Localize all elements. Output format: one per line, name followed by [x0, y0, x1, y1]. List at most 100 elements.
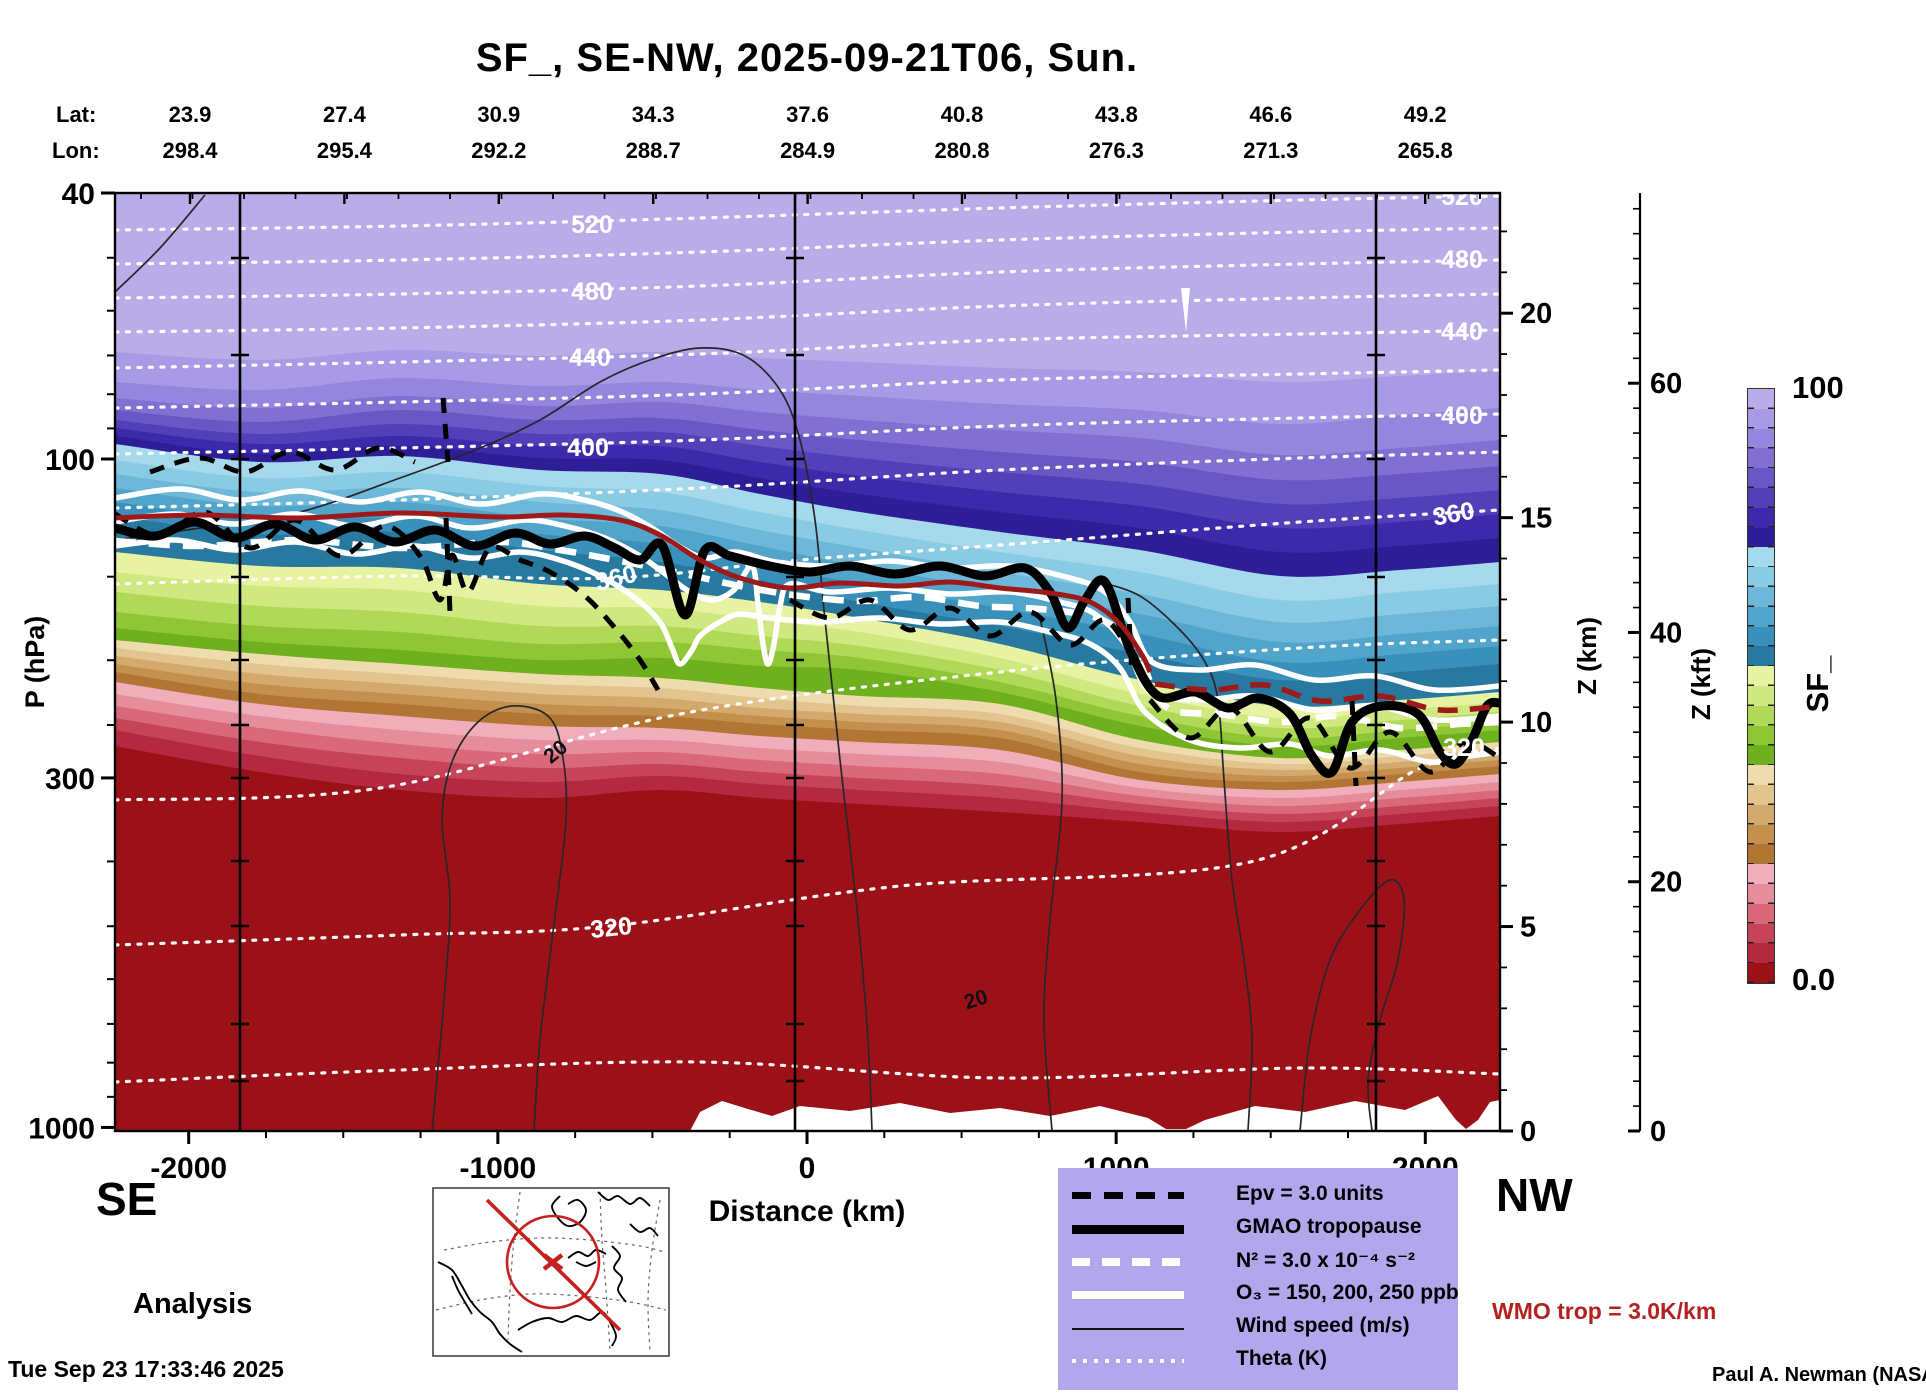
z-kft-axis-title: Z (kft)	[1686, 647, 1716, 721]
colorbar-segment	[1748, 527, 1774, 548]
inset-map-frame	[432, 1187, 670, 1357]
colorbar-segment	[1748, 586, 1774, 607]
legend-row: N² = 3.0 x 10⁻⁴ s⁻²	[1072, 1246, 1452, 1276]
map-graticule	[647, 1199, 661, 1353]
analysis-label: Analysis	[133, 1288, 253, 1320]
x-axis-tick-label: 0	[799, 1152, 816, 1185]
colorbar	[1747, 388, 1775, 984]
colorbar-segment	[1748, 428, 1774, 449]
colorbar-segment	[1748, 646, 1774, 667]
colorbar-min-label: 0.0	[1792, 962, 1836, 997]
colorbar-ticks	[1748, 389, 1754, 983]
colorbar-segment	[1748, 963, 1774, 983]
x-axis-tick-label: -2000	[150, 1152, 227, 1185]
lon-value: 276.3	[1089, 138, 1144, 163]
missing-data-sliver	[1181, 288, 1190, 332]
legend-item-label: N² = 3.0 x 10⁻⁴ s⁻²	[1236, 1249, 1416, 1272]
theta-contour	[115, 368, 1500, 410]
theta-contour-label: 480	[1441, 246, 1483, 274]
theta-contour	[115, 194, 1500, 232]
legend-row: GMAO tropopause	[1072, 1213, 1452, 1243]
map-coastline	[517, 1311, 617, 1347]
theta-contour	[115, 226, 1500, 266]
lon-value: 292.2	[471, 138, 526, 163]
epv-contour	[443, 517, 453, 613]
legend-item-label: GMAO tropopause	[1236, 1215, 1422, 1238]
p-axis-tick-label: 40	[62, 178, 95, 211]
wind-speed-contour	[1099, 581, 1253, 1131]
theta-contour	[115, 292, 1500, 334]
theta-contour-label: 520	[1441, 183, 1483, 211]
z-km-axis-title: Z (km)	[1572, 617, 1602, 695]
endpoint-se-label: SE	[96, 1173, 158, 1225]
legend-row: Theta (K)	[1072, 1345, 1452, 1375]
wind-speed-contour	[115, 194, 206, 293]
legend-row: Wind speed (m/s)	[1072, 1312, 1452, 1342]
legend-sample-black-solid	[1072, 1225, 1184, 1234]
epv-contour	[788, 597, 1138, 664]
colorbar-ticks	[1768, 389, 1774, 983]
wmo-tropopause-solid	[115, 510, 1153, 674]
legend-item-label: O₃ = 150, 200, 250 ppb	[1236, 1281, 1459, 1304]
colorbar-segment	[1748, 448, 1774, 469]
theta-contour	[115, 450, 1500, 510]
zkft-tick-label: 40	[1650, 617, 1682, 649]
zkm-tick-label: 0	[1520, 1116, 1536, 1148]
theta-contour	[115, 328, 1500, 370]
lat-row-label: Lat:	[56, 102, 96, 127]
map-coastline	[551, 1195, 587, 1228]
map-coastline	[451, 1275, 473, 1315]
map-graticule	[435, 1293, 667, 1311]
p-axis-tick-label: 300	[45, 763, 95, 796]
colorbar-segment	[1748, 567, 1774, 587]
wmo-tropopause-dashed	[1154, 681, 1500, 714]
creation-timestamp: Tue Sep 23 17:33:46 2025	[8, 1356, 284, 1382]
map-section-circle	[505, 1214, 601, 1310]
lat-value: 27.4	[323, 102, 367, 127]
legend-sample-black-thin	[1072, 1328, 1184, 1330]
pressure-axis-title: P (hPa)	[20, 615, 50, 709]
lon-value: 265.8	[1398, 138, 1453, 163]
lon-value: 298.4	[162, 138, 218, 163]
lon-value: 284.9	[780, 138, 835, 163]
map-graticule	[507, 1191, 521, 1341]
colorbar-segment	[1748, 883, 1774, 904]
theta-contour	[115, 412, 1500, 456]
x-axis-title: Distance (km)	[709, 1195, 906, 1228]
epv-contour	[1349, 699, 1359, 787]
zkft-tick-label: 20	[1650, 867, 1682, 899]
wind-speed-contour	[1039, 617, 1064, 1131]
lat-value: 43.8	[1095, 102, 1138, 127]
x-axis-tick-label: -1000	[459, 1152, 536, 1185]
colorbar-segment	[1748, 804, 1774, 825]
theta-contour-label: 440	[1441, 318, 1483, 346]
wind-speed-contour	[115, 347, 873, 1131]
map-coastline	[567, 1249, 607, 1259]
wmo-trop-note: WMO trop = 3.0K/km	[1492, 1298, 1717, 1324]
colorbar-segment	[1748, 745, 1774, 766]
theta-contour-label: 320	[1443, 734, 1485, 762]
zkft-tick-label: 0	[1650, 1116, 1666, 1148]
zkm-tick-label: 15	[1520, 503, 1552, 535]
map-coastline	[575, 1261, 597, 1267]
colorbar-segment	[1748, 923, 1774, 944]
p-axis-tick-label: 100	[45, 444, 95, 477]
page-title: SF_, SE-NW, 2025-09-21T06, Sun.	[475, 36, 1139, 80]
colorbar-segment	[1748, 389, 1774, 409]
theta-contour-label: 400	[567, 434, 609, 462]
lat-value: 40.8	[941, 102, 984, 127]
colorbar-segment	[1748, 487, 1774, 508]
endpoint-nw-label: NW	[1496, 1169, 1573, 1221]
theta-contour-label: 400	[1441, 402, 1483, 430]
colorbar-segment	[1748, 705, 1774, 726]
lon-value: 288.7	[626, 138, 681, 163]
colorbar-title: SF_	[1800, 655, 1835, 713]
zkm-tick-label: 5	[1520, 912, 1536, 944]
lat-value: 37.6	[786, 102, 829, 127]
contour-fill-band	[115, 746, 1500, 1131]
theta-contour	[115, 258, 1500, 300]
map-center-marker	[542, 1253, 564, 1271]
colorbar-segment	[1748, 903, 1774, 924]
